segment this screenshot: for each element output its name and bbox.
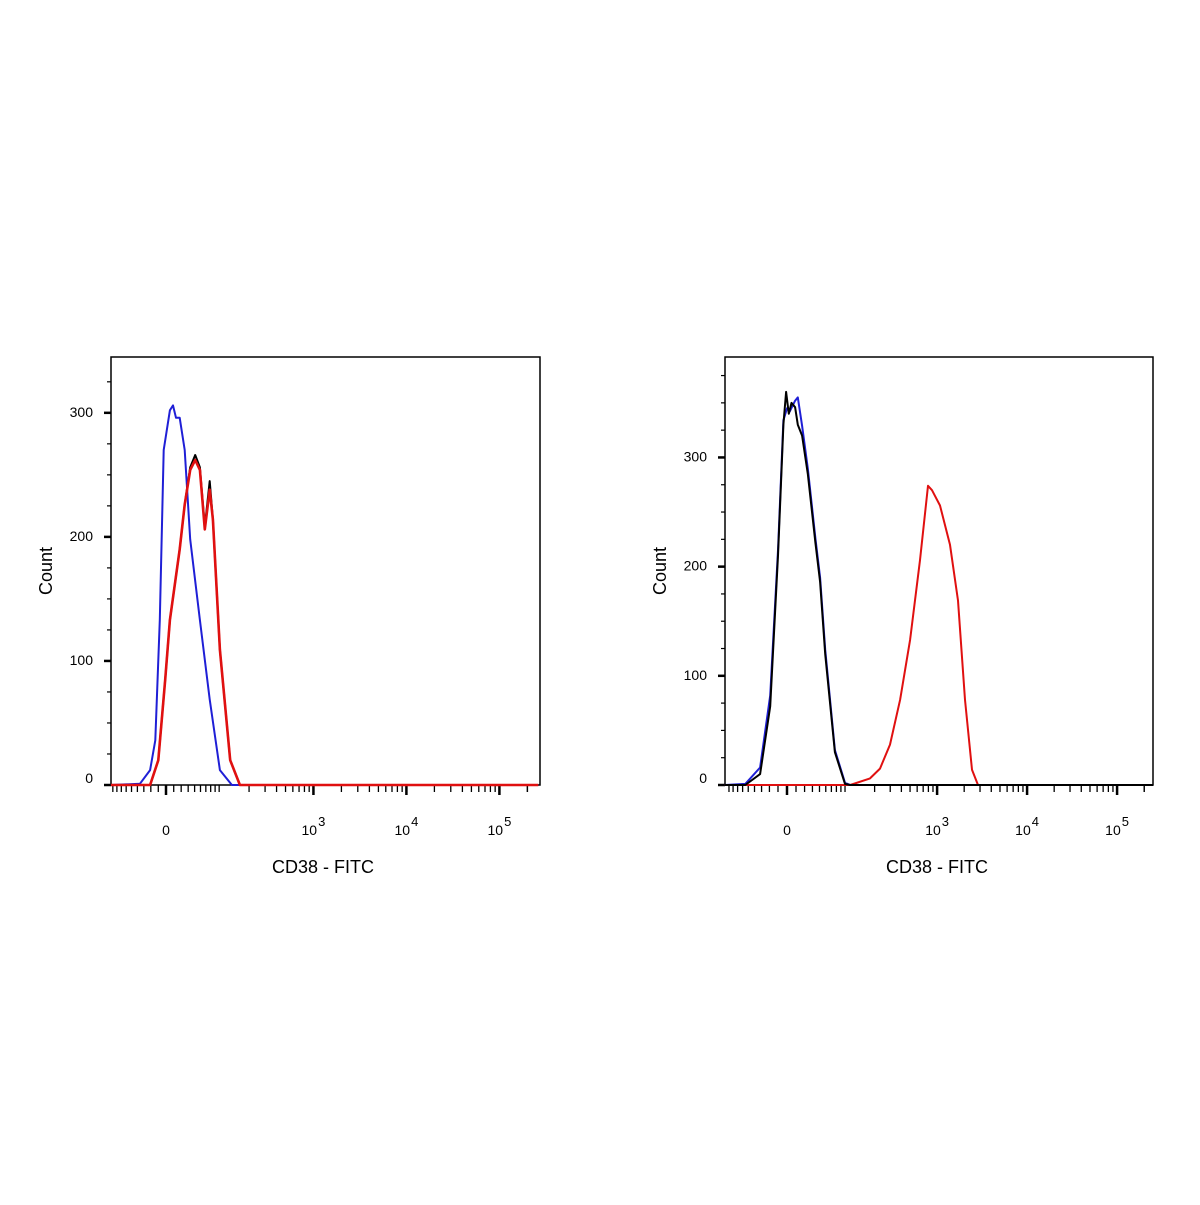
- x-tick-exponent: 4: [1032, 814, 1039, 829]
- x-tick-base: 10: [488, 822, 504, 838]
- x-tick-base: 10: [1015, 822, 1031, 838]
- series-line-blue: [724, 396, 1153, 786]
- x-axis-label: CD38 - FITC: [272, 857, 374, 877]
- x-tick-exponent: 4: [411, 814, 418, 829]
- y-tick-label: 100: [70, 652, 94, 668]
- x-tick-base: 10: [1105, 822, 1121, 838]
- x-tick-base: 10: [925, 822, 941, 838]
- y-tick-label: 100: [684, 667, 708, 683]
- series-line-black: [110, 454, 539, 786]
- x-tick-exponent: 5: [504, 814, 511, 829]
- x-tick-base: 10: [395, 822, 411, 838]
- y-axis-label: Count: [650, 547, 670, 595]
- x-tick-label: 0: [783, 822, 791, 838]
- x-axis-label: CD38 - FITC: [886, 857, 988, 877]
- x-tick-base: 0: [162, 822, 170, 838]
- x-tick-label: 104: [1015, 814, 1039, 838]
- x-tick-base: 10: [302, 822, 318, 838]
- x-tick-label: 105: [1105, 814, 1129, 838]
- y-tick-label: 200: [70, 528, 94, 544]
- x-tick-exponent: 3: [942, 814, 949, 829]
- y-tick-label: 0: [85, 770, 93, 786]
- y-tick-label: 300: [684, 448, 708, 464]
- x-tick-label: 105: [488, 814, 512, 838]
- x-tick-exponent: 3: [318, 814, 325, 829]
- x-tick-label: 104: [395, 814, 419, 838]
- plot-frame: [110, 356, 541, 786]
- x-tick-exponent: 5: [1122, 814, 1129, 829]
- series-line-blue: [110, 404, 539, 786]
- y-axis-label: Count: [36, 547, 56, 595]
- y-tick-label: 0: [699, 770, 707, 786]
- x-tick-label: 103: [925, 814, 949, 838]
- x-tick-label: 0: [162, 822, 170, 838]
- series-line-red: [110, 458, 539, 787]
- series-line-black: [724, 390, 1153, 786]
- series-line-red: [724, 484, 1153, 786]
- x-tick-label: 103: [302, 814, 326, 838]
- x-tick-base: 0: [783, 822, 791, 838]
- y-tick-label: 200: [684, 558, 708, 574]
- plot-frame: [724, 356, 1154, 786]
- y-tick-label: 300: [70, 404, 94, 420]
